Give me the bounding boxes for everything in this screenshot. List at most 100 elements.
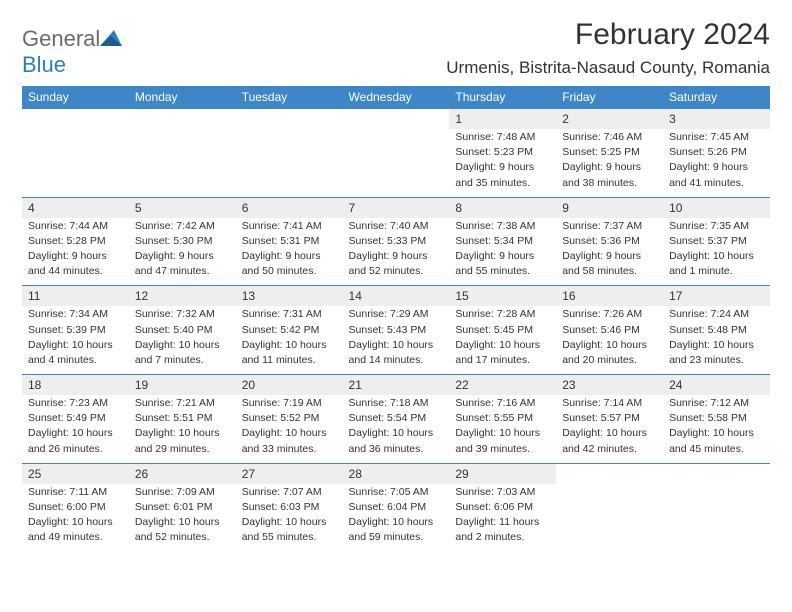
day-number-cell: 5 bbox=[129, 197, 236, 218]
sunrise-text: Sunrise: 7:03 AM bbox=[455, 485, 550, 499]
day-number-cell: 11 bbox=[22, 286, 129, 307]
sunrise-text: Sunrise: 7:05 AM bbox=[349, 485, 444, 499]
day-content-cell: Sunrise: 7:37 AMSunset: 5:36 PMDaylight:… bbox=[556, 218, 663, 286]
day-number-cell: 21 bbox=[343, 375, 450, 396]
daylight-text-2: and 2 minutes. bbox=[455, 530, 550, 544]
daylight-text-1: Daylight: 9 hours bbox=[669, 160, 764, 174]
day-number-cell: 26 bbox=[129, 463, 236, 484]
daylight-text-2: and 26 minutes. bbox=[28, 442, 123, 456]
sunset-text: Sunset: 5:52 PM bbox=[242, 411, 337, 425]
daylight-text-1: Daylight: 10 hours bbox=[669, 338, 764, 352]
sunset-text: Sunset: 5:30 PM bbox=[135, 234, 230, 248]
daylight-text-1: Daylight: 10 hours bbox=[135, 515, 230, 529]
sunset-text: Sunset: 5:43 PM bbox=[349, 323, 444, 337]
day-number-row: 45678910 bbox=[22, 197, 770, 218]
day-content-cell: Sunrise: 7:45 AMSunset: 5:26 PMDaylight:… bbox=[663, 129, 770, 197]
daylight-text-1: Daylight: 9 hours bbox=[242, 249, 337, 263]
daylight-text-2: and 52 minutes. bbox=[135, 530, 230, 544]
daylight-text-1: Daylight: 10 hours bbox=[669, 426, 764, 440]
day-content-cell: Sunrise: 7:31 AMSunset: 5:42 PMDaylight:… bbox=[236, 306, 343, 374]
daylight-text-1: Daylight: 10 hours bbox=[455, 338, 550, 352]
sunset-text: Sunset: 5:48 PM bbox=[669, 323, 764, 337]
day-content-cell: Sunrise: 7:46 AMSunset: 5:25 PMDaylight:… bbox=[556, 129, 663, 197]
sunrise-text: Sunrise: 7:19 AM bbox=[242, 396, 337, 410]
sunrise-text: Sunrise: 7:11 AM bbox=[28, 485, 123, 499]
daylight-text-2: and 39 minutes. bbox=[455, 442, 550, 456]
sunset-text: Sunset: 5:57 PM bbox=[562, 411, 657, 425]
sunrise-text: Sunrise: 7:24 AM bbox=[669, 307, 764, 321]
daylight-text-2: and 42 minutes. bbox=[562, 442, 657, 456]
daylight-text-1: Daylight: 10 hours bbox=[242, 426, 337, 440]
day-content-cell: Sunrise: 7:40 AMSunset: 5:33 PMDaylight:… bbox=[343, 218, 450, 286]
sunset-text: Sunset: 6:00 PM bbox=[28, 500, 123, 514]
sunrise-text: Sunrise: 7:18 AM bbox=[349, 396, 444, 410]
day-content-cell bbox=[663, 484, 770, 552]
day-content-cell: Sunrise: 7:23 AMSunset: 5:49 PMDaylight:… bbox=[22, 395, 129, 463]
day-content-cell: Sunrise: 7:42 AMSunset: 5:30 PMDaylight:… bbox=[129, 218, 236, 286]
day-number-cell: 8 bbox=[449, 197, 556, 218]
daylight-text-2: and 29 minutes. bbox=[135, 442, 230, 456]
brand-name: GeneralBlue bbox=[22, 26, 122, 78]
day-header-cell: Monday bbox=[129, 86, 236, 109]
day-number-row: 11121314151617 bbox=[22, 286, 770, 307]
day-number-cell: 19 bbox=[129, 375, 236, 396]
header: GeneralBlue February 2024 Urmenis, Bistr… bbox=[22, 18, 770, 78]
day-content-cell: Sunrise: 7:19 AMSunset: 5:52 PMDaylight:… bbox=[236, 395, 343, 463]
day-content-cell: Sunrise: 7:48 AMSunset: 5:23 PMDaylight:… bbox=[449, 129, 556, 197]
day-content-cell: Sunrise: 7:14 AMSunset: 5:57 PMDaylight:… bbox=[556, 395, 663, 463]
sunset-text: Sunset: 5:45 PM bbox=[455, 323, 550, 337]
sunset-text: Sunset: 5:33 PM bbox=[349, 234, 444, 248]
sunset-text: Sunset: 5:55 PM bbox=[455, 411, 550, 425]
daylight-text-2: and 23 minutes. bbox=[669, 353, 764, 367]
day-content-row: Sunrise: 7:34 AM Sunset: 5:39 PM Daylight:… bbox=[22, 306, 770, 374]
day-number-cell: 6 bbox=[236, 197, 343, 218]
day-number-cell: 27 bbox=[236, 463, 343, 484]
sunrise-text: Sunrise: 7:42 AM bbox=[135, 219, 230, 233]
sunset-text: Sunset: 6:06 PM bbox=[455, 500, 550, 514]
daylight-text-1: Daylight: 10 hours bbox=[455, 426, 550, 440]
day-header-cell: Thursday bbox=[449, 86, 556, 109]
day-number-cell: 3 bbox=[663, 109, 770, 130]
brand-name-blue: Blue bbox=[22, 52, 66, 77]
day-content-cell: Sunrise: 7:16 AMSunset: 5:55 PMDaylight:… bbox=[449, 395, 556, 463]
calendar-page: GeneralBlue February 2024 Urmenis, Bistr… bbox=[0, 0, 792, 569]
sunset-text: Sunset: 5:34 PM bbox=[455, 234, 550, 248]
daylight-text-1: Daylight: 10 hours bbox=[135, 338, 230, 352]
daylight-text-2: and 17 minutes. bbox=[455, 353, 550, 367]
day-content-cell: Sunrise: 7:29 AMSunset: 5:43 PMDaylight:… bbox=[343, 306, 450, 374]
daylight-text-2: and 38 minutes. bbox=[562, 176, 657, 190]
daylight-text-2: and 55 minutes. bbox=[455, 264, 550, 278]
daylight-text-2: and 52 minutes. bbox=[349, 264, 444, 278]
sunset-text: Sunset: 5:40 PM bbox=[135, 323, 230, 337]
day-number-cell bbox=[343, 109, 450, 130]
sunset-text: Sunset: 5:39 PM bbox=[28, 323, 123, 337]
day-content-cell: Sunrise: 7:07 AMSunset: 6:03 PMDaylight:… bbox=[236, 484, 343, 552]
sunset-text: Sunset: 5:36 PM bbox=[562, 234, 657, 248]
sunset-text: Sunset: 5:23 PM bbox=[455, 145, 550, 159]
calendar-table: SundayMondayTuesdayWednesdayThursdayFrid… bbox=[22, 86, 770, 551]
sunset-text: Sunset: 5:26 PM bbox=[669, 145, 764, 159]
daylight-text-2: and 35 minutes. bbox=[455, 176, 550, 190]
daylight-text-2: and 44 minutes. bbox=[28, 264, 123, 278]
sunset-text: Sunset: 5:25 PM bbox=[562, 145, 657, 159]
day-content-cell: Sunrise: 7:24 AM Sunset: 5:48 PMDaylight:… bbox=[663, 306, 770, 374]
day-content-row: Sunrise: 7:23 AMSunset: 5:49 PMDaylight:… bbox=[22, 395, 770, 463]
brand-name-gray: General bbox=[22, 26, 100, 51]
sunrise-text: Sunrise: 7:31 AM bbox=[242, 307, 337, 321]
sunrise-text: Sunrise: 7:44 AM bbox=[28, 219, 123, 233]
day-content-cell: Sunrise: 7:32 AMSunset: 5:40 PMDaylight:… bbox=[129, 306, 236, 374]
day-number-row: 123 bbox=[22, 109, 770, 130]
sunset-text: Sunset: 6:01 PM bbox=[135, 500, 230, 514]
day-content-row: Sunrise: 7:44 AMSunset: 5:28 PMDaylight:… bbox=[22, 218, 770, 286]
day-number-cell: 25 bbox=[22, 463, 129, 484]
brand-logo: GeneralBlue bbox=[22, 18, 122, 78]
daylight-text-2: and 50 minutes. bbox=[242, 264, 337, 278]
day-content-cell: Sunrise: 7:38 AMSunset: 5:34 PMDaylight:… bbox=[449, 218, 556, 286]
day-number-cell: 20 bbox=[236, 375, 343, 396]
day-content-cell bbox=[343, 129, 450, 197]
day-content-cell bbox=[556, 484, 663, 552]
sunset-text: Sunset: 5:54 PM bbox=[349, 411, 444, 425]
sunrise-text: Sunrise: 7:34 AM bbox=[28, 307, 123, 321]
daylight-text-2: and 49 minutes. bbox=[28, 530, 123, 544]
daylight-text-2: and 1 minute. bbox=[669, 264, 764, 278]
